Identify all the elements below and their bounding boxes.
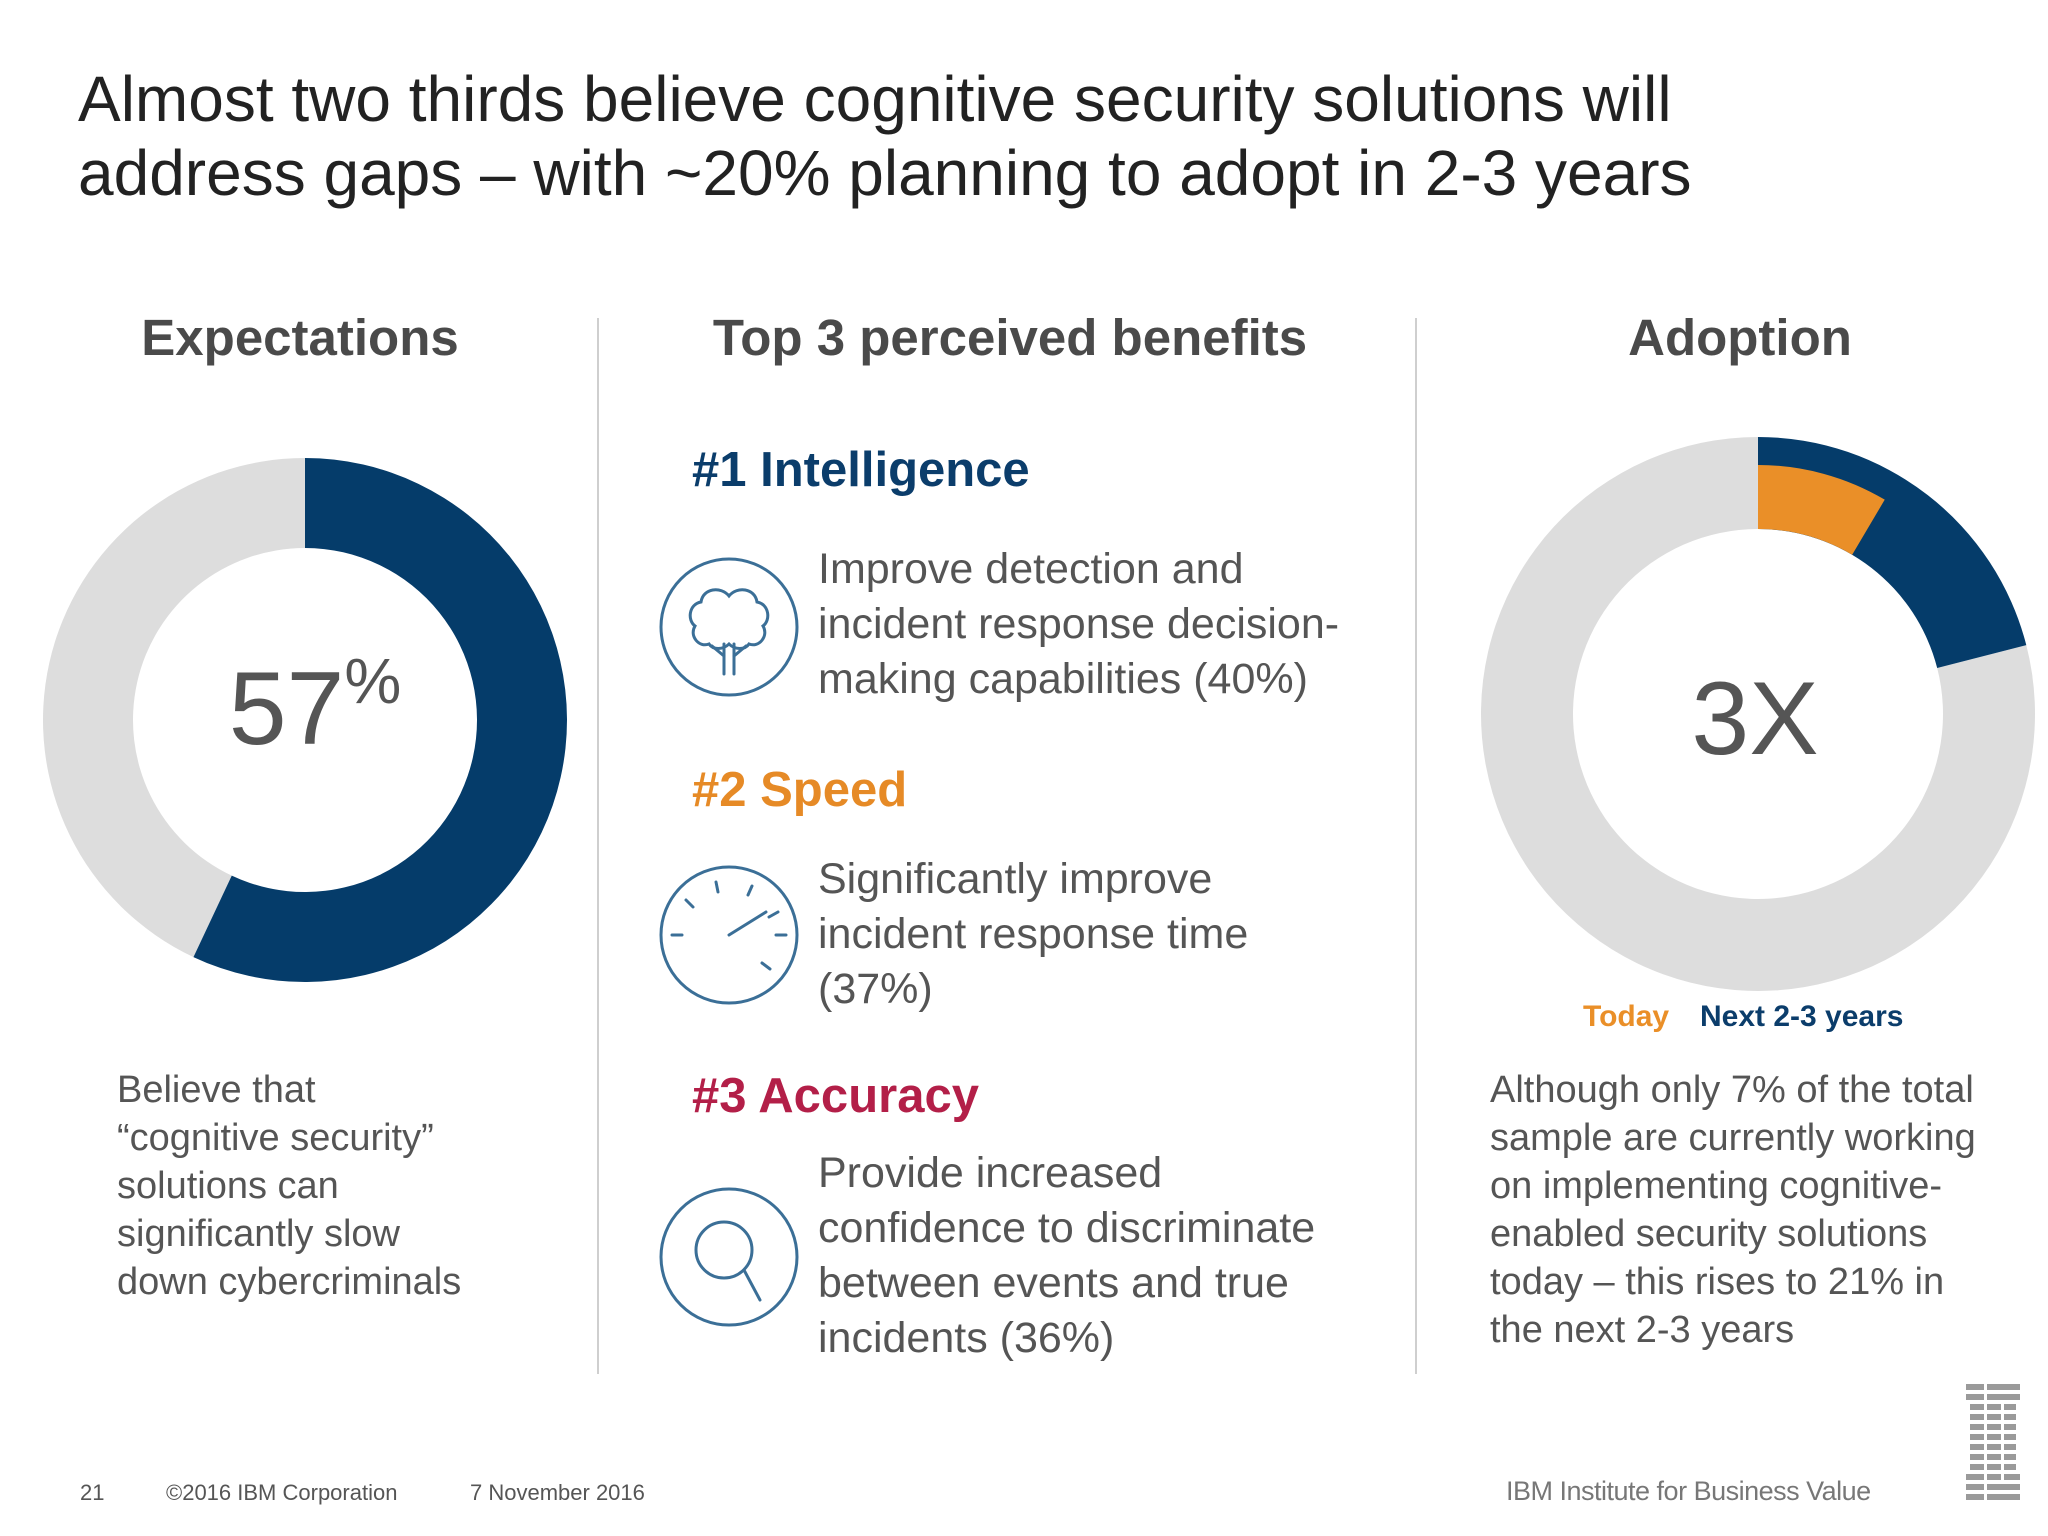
legend-next-2-3-years: Next 2-3 years <box>1700 1000 1904 1033</box>
column-divider-right <box>1415 318 1417 1374</box>
slide-title: Almost two thirds believe cognitive secu… <box>78 62 1978 210</box>
description-line: Significantly improve <box>818 855 1213 903</box>
brand-name: IBM Institute for Business Value <box>1506 1476 1871 1506</box>
expectations-heading: Expectations <box>141 309 459 366</box>
donut-slice-remaining <box>1481 437 2035 992</box>
copyright: ©2016 IBM Corporation <box>166 1480 398 1505</box>
description-line: (37%) <box>818 965 933 1013</box>
speedometer-icon <box>658 864 800 1006</box>
adoption-center-value: 3X <box>1691 661 1819 777</box>
benefit-2-description: Significantly improve incident response … <box>818 852 1418 1017</box>
expectations-caption: Believe that “cognitive security” soluti… <box>117 1066 577 1306</box>
caption-line: enabled security solutions <box>1490 1213 1928 1255</box>
expectations-donut-chart <box>42 458 567 982</box>
caption-line: the next 2-3 years <box>1490 1309 1795 1351</box>
ibm-logo-icon <box>1966 1384 2020 1502</box>
expectations-value: 57% <box>205 645 425 769</box>
caption-line: sample are currently working <box>1490 1117 1976 1159</box>
description-line: Provide increased <box>818 1149 1163 1197</box>
column-divider-left <box>597 318 599 1374</box>
slide-title-line-2: address gaps – with ~20% planning to ado… <box>78 137 1692 209</box>
caption-line: down cybercriminals <box>117 1261 462 1303</box>
caption-line: solutions can <box>117 1165 339 1207</box>
benefit-3-description: Provide increased confidence to discrimi… <box>818 1146 1418 1366</box>
description-line: incident response decision- <box>818 600 1340 648</box>
caption-line: Believe that <box>117 1069 316 1111</box>
donut-slice-other <box>42 458 305 958</box>
expectations-number: 57 <box>228 651 345 767</box>
description-line: Improve detection and <box>818 545 1244 593</box>
caption-line: on implementing cognitive- <box>1490 1165 1943 1207</box>
donut-slice-today <box>1758 465 1885 555</box>
benefit-1-title: #1 Intelligence <box>692 443 1030 497</box>
magnifier-icon <box>658 1186 800 1328</box>
adoption-donut-chart <box>1481 437 2035 992</box>
slide-title-line-1: Almost two thirds believe cognitive secu… <box>78 63 1672 135</box>
description-line: confidence to discriminate <box>818 1204 1316 1252</box>
brain-tree-icon <box>658 556 800 698</box>
caption-line: Although only 7% of the total <box>1490 1069 1974 1111</box>
description-line: between events and true <box>818 1259 1289 1307</box>
benefits-heading: Top 3 perceived benefits <box>712 309 1308 366</box>
expectations-percent-sign: % <box>344 645 402 717</box>
adoption-heading: Adoption <box>1628 309 1852 366</box>
legend-today: Today <box>1583 1000 1670 1033</box>
adoption-caption: Although only 7% of the total sample are… <box>1490 1066 2030 1354</box>
description-line: incidents (36%) <box>818 1314 1115 1362</box>
benefit-1-description: Improve detection and incident response … <box>818 542 1418 707</box>
description-line: making capabilities (40%) <box>818 655 1308 703</box>
page-number: 21 <box>80 1480 105 1505</box>
description-line: incident response time <box>818 910 1249 958</box>
donut-slice-believe <box>193 458 567 982</box>
benefit-3-title: #3 Accuracy <box>692 1069 979 1123</box>
benefit-2-title: #2 Speed <box>692 763 908 817</box>
caption-line: “cognitive security” <box>117 1117 434 1159</box>
footer-date: 7 November 2016 <box>470 1480 645 1505</box>
caption-line: today – this rises to 21% in <box>1490 1261 1945 1303</box>
caption-line: significantly slow <box>117 1213 400 1255</box>
